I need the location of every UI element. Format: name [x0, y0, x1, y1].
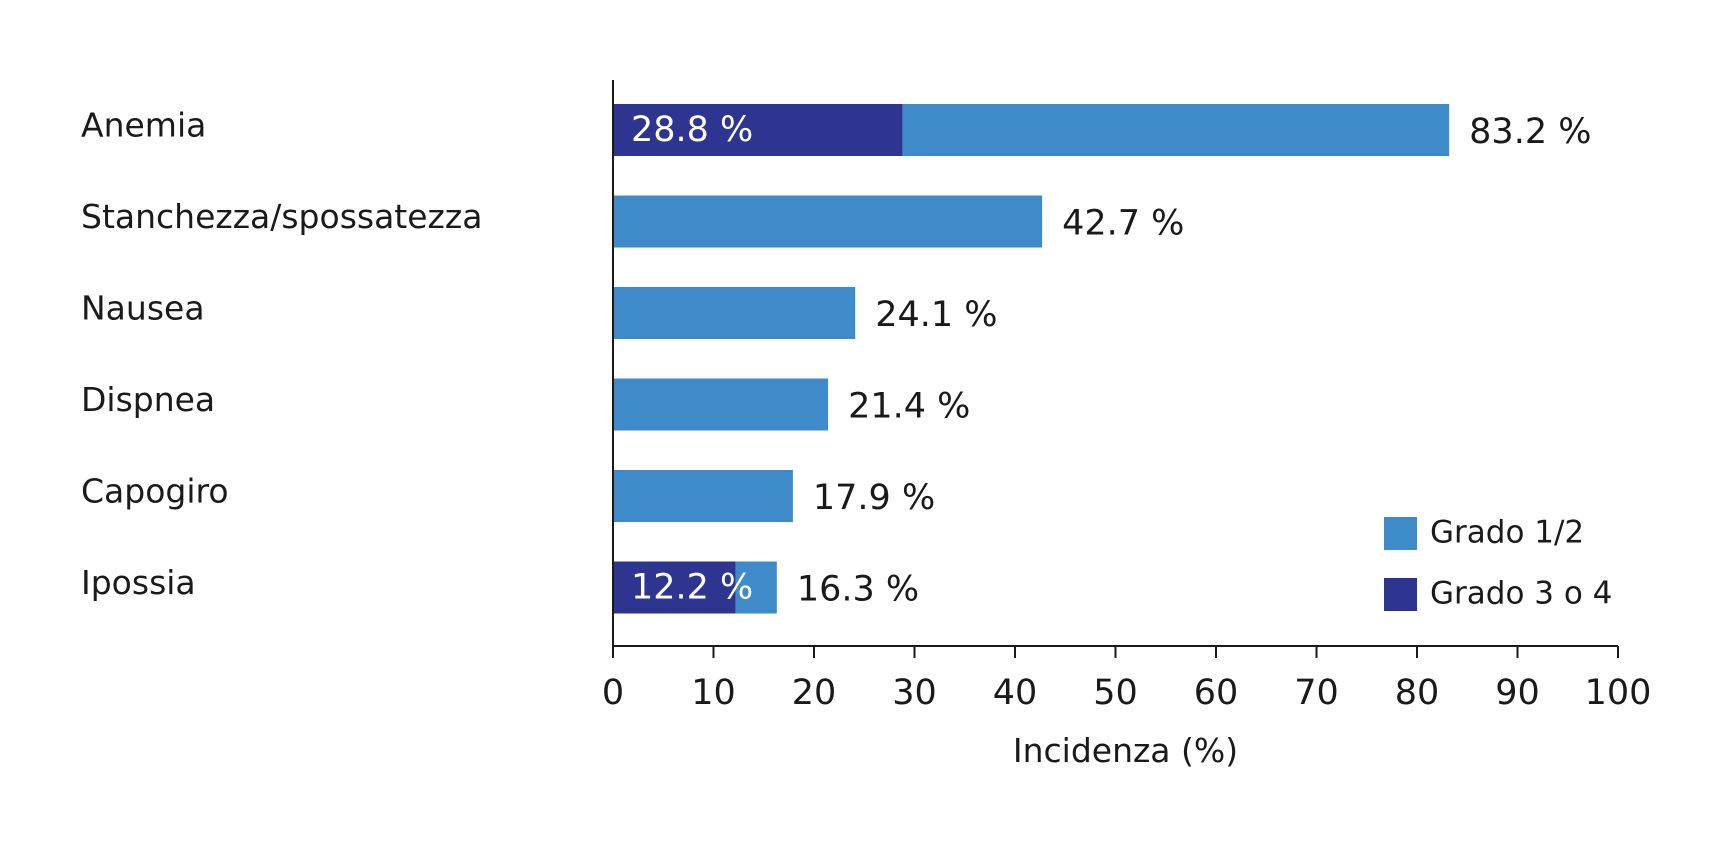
bar-grado-1-2: [613, 195, 1043, 248]
category-label: Capogiro: [81, 472, 229, 511]
total-value-label: 16.3 %: [797, 570, 919, 610]
total-value-label: 24.1 %: [875, 295, 997, 335]
category-label: Stanchezza/spossatezza: [81, 197, 482, 236]
x-tick-label: 30: [892, 673, 937, 713]
bar-grado-1-2: [613, 470, 793, 522]
inner-value-label: 12.2 %: [631, 568, 753, 608]
bar-grado-1-2: [613, 287, 856, 339]
x-tick-label: 0: [602, 673, 624, 713]
legend-swatch: [1384, 578, 1417, 611]
x-axis-ticks: 0 10 20 30 40 50 60 70 80 90 100: [602, 646, 1652, 713]
labels-group: Anemia 28.8 % 83.2 % Stanchezza/spossatezza…: [81, 106, 1591, 610]
x-tick-label: 40: [993, 673, 1038, 713]
x-tick-label: 70: [1294, 673, 1339, 713]
bar-grado-1-2: [735, 561, 777, 614]
category-label: Anemia: [81, 106, 206, 145]
x-tick-label: 100: [1585, 673, 1652, 713]
x-tick-label: 80: [1395, 673, 1440, 713]
legend-label: Grado 3 o 4: [1430, 576, 1612, 612]
category-label: Nausea: [81, 289, 205, 328]
legend-swatch: [1384, 517, 1417, 550]
x-tick-label: 20: [792, 673, 837, 713]
total-value-label: 42.7 %: [1062, 204, 1184, 244]
bar-grado-1-2: [613, 378, 829, 431]
bar-grado-1-2: [902, 104, 1450, 156]
inner-value-label: 28.8 %: [631, 110, 753, 150]
legend-label: Grado 1/2: [1430, 515, 1584, 551]
x-tick-label: 10: [691, 673, 736, 713]
x-axis-title: Incidenza (%): [1013, 731, 1238, 770]
x-tick-label: 90: [1495, 673, 1540, 713]
total-value-label: 21.4 %: [848, 387, 970, 427]
category-label: Ipossia: [81, 563, 196, 602]
bar-grado-3-4: [613, 561, 736, 614]
x-tick-label: 60: [1194, 673, 1239, 713]
total-value-label: 17.9 %: [813, 478, 935, 518]
category-label: Dispnea: [81, 380, 215, 419]
bars-group: [613, 104, 1450, 614]
bar-grado-3-4: [613, 104, 903, 156]
x-tick-label: 50: [1093, 673, 1138, 713]
legend: Grado 1/2 Grado 3 o 4: [1384, 515, 1612, 612]
total-value-label: 83.2 %: [1469, 112, 1591, 152]
